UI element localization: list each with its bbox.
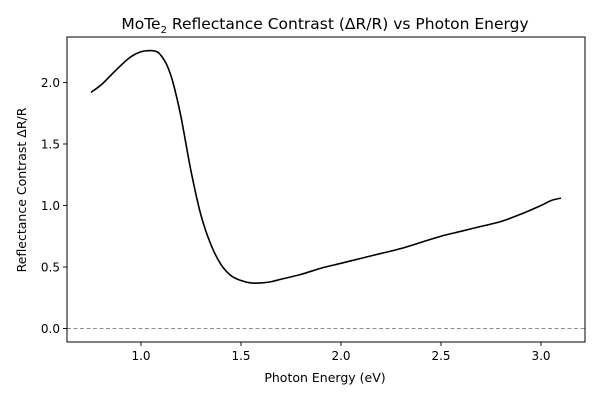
- x-tick-label: 2.5: [431, 349, 450, 363]
- chart-title: MoTe2 Reflectance Contrast (ΔR/R) vs Pho…: [121, 15, 528, 36]
- series-line-0: [90, 49, 562, 285]
- chart-title-main: MoTe: [121, 15, 160, 33]
- chart-title-rest: Reflectance Contrast (ΔR/R) vs Photon En…: [167, 15, 529, 33]
- y-axis-ticks: 0.0 0.5 1.0 1.5 2.0: [41, 76, 67, 336]
- x-axis-label: Photon Energy (eV): [264, 370, 385, 385]
- x-tick-label: 1.5: [231, 349, 250, 363]
- y-tick-label: 0.5: [41, 260, 60, 274]
- chart-title-subscript: 2: [161, 25, 167, 36]
- x-tick-label: 2.0: [331, 349, 350, 363]
- y-tick-label: 1.0: [41, 199, 60, 213]
- series-layer: [90, 49, 562, 285]
- x-tick-label: 1.0: [131, 349, 150, 363]
- plot-area-frame: [66, 36, 586, 343]
- x-axis-ticks: 1.0 1.5 2.0 2.5 3.0: [131, 342, 551, 363]
- x-tick-label: 3.0: [531, 349, 550, 363]
- y-tick-label: 2.0: [41, 76, 60, 90]
- y-tick-label: 1.5: [41, 137, 60, 151]
- y-axis-label: Reflectance Contrast ΔR/R: [14, 107, 29, 272]
- y-tick-label: 0.0: [41, 322, 60, 336]
